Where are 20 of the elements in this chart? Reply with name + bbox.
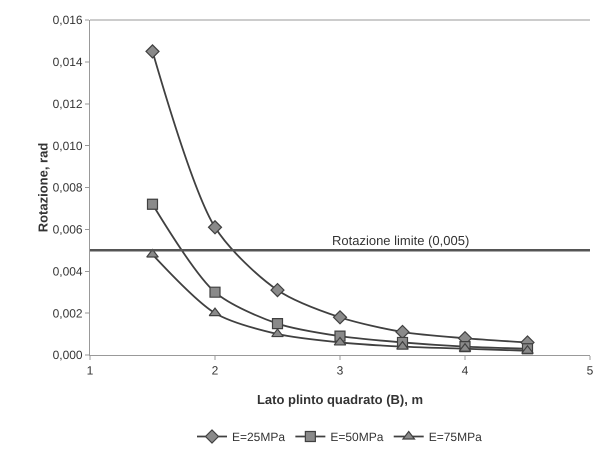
x-axis-title: Lato plinto quadrato (B), m [256,392,424,407]
y-tick-label: 0,010 [52,138,83,153]
y-tick-label: 0,006 [52,222,83,237]
legend-label: E=75MPa [428,430,482,444]
y-tick-label: 0,004 [52,264,83,278]
x-tick-label: 5 [586,363,594,378]
x-tick-label: 1 [86,363,94,378]
y-tick-label: 0,016 [52,13,83,28]
y-tick-label: 0,012 [52,96,83,111]
y-tick-label: 0,008 [52,180,83,195]
y-tick-label: 0,002 [52,306,83,320]
ref-line-label: Rotazione limite (0,005) [332,233,470,248]
legend-label: E=25MPa [232,430,286,444]
y-tick-label: 0,000 [52,348,83,362]
y-tick-label: 0,014 [52,55,83,70]
legend-label: E=50MPa [330,430,384,444]
x-tick-label: 3 [336,363,344,378]
y-axis-title: Rotazione, rad [36,142,51,232]
x-tick-label: 4 [462,363,469,378]
x-tick-label: 2 [212,363,219,378]
